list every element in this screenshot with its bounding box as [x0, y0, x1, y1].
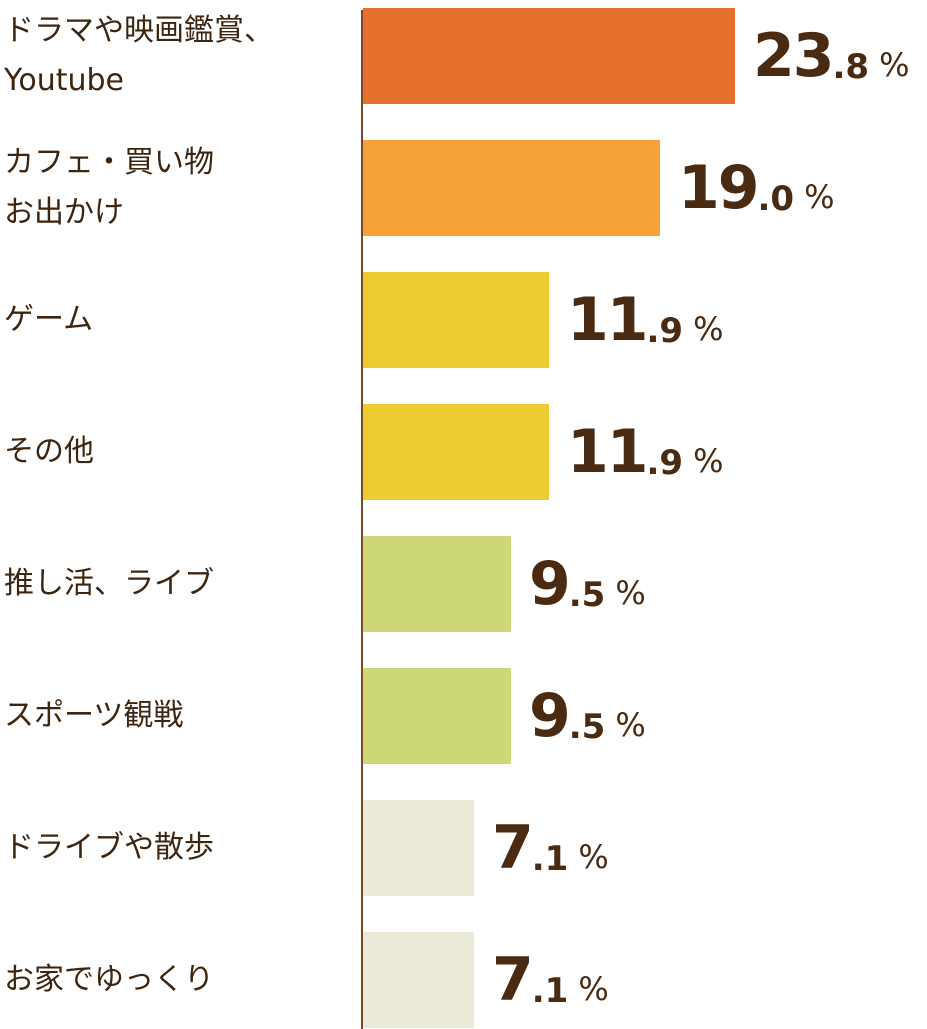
bar: [363, 8, 735, 104]
category-label: お家でゆっくり: [4, 962, 214, 997]
value-integer: 23: [753, 21, 834, 91]
value-unit: %: [804, 178, 835, 216]
value-integer: 9: [529, 549, 571, 619]
value-decimal: .9: [646, 443, 684, 483]
value-label: 7.1%: [492, 932, 609, 1028]
category-label: カフェ・買い物 お出かけ: [4, 145, 214, 230]
value-label: 9.5%: [529, 668, 646, 764]
value-unit: %: [693, 442, 724, 480]
value-decimal: .1: [531, 971, 569, 1011]
chart-row: その他 11.9%: [0, 404, 927, 500]
value-integer: 11: [567, 417, 648, 487]
value-unit: %: [578, 838, 609, 876]
value-label: 11.9%: [567, 404, 723, 500]
category-label: 推し活、ライブ: [4, 566, 214, 601]
chart-row: ドライブや散歩 7.1%: [0, 800, 927, 896]
chart-row: カフェ・買い物 お出かけ 19.0%: [0, 140, 927, 236]
value-decimal: .5: [568, 707, 606, 747]
bar: [363, 800, 474, 896]
value-label: 11.9%: [567, 272, 723, 368]
value-integer: 11: [567, 285, 648, 355]
chart-row: ゲーム 11.9%: [0, 272, 927, 368]
category-label: スポーツ観戦: [4, 698, 184, 733]
value-label: 23.8%: [753, 8, 909, 104]
value-integer: 7: [492, 813, 534, 883]
category-label: ドラマや映画鑑賞、 Youtube: [4, 13, 274, 98]
category-label: ゲーム: [4, 302, 94, 337]
value-unit: %: [615, 574, 646, 612]
value-decimal: .5: [568, 575, 606, 615]
value-unit: %: [879, 46, 910, 84]
bar: [363, 140, 660, 236]
value-integer: 9: [529, 681, 571, 751]
value-decimal: .9: [646, 311, 684, 351]
value-decimal: .1: [531, 839, 569, 879]
category-label: ドライブや散歩: [4, 830, 214, 865]
value-decimal: .0: [757, 179, 795, 219]
chart-row: スポーツ観戦 9.5%: [0, 668, 927, 764]
chart-row: お家でゆっくり 7.1%: [0, 932, 927, 1028]
bar: [363, 404, 549, 500]
value-unit: %: [693, 310, 724, 348]
value-label: 7.1%: [492, 800, 609, 896]
value-label: 9.5%: [529, 536, 646, 632]
value-unit: %: [615, 706, 646, 744]
bar: [363, 272, 549, 368]
category-label: その他: [4, 434, 94, 469]
value-integer: 19: [678, 153, 759, 223]
value-label: 19.0%: [678, 140, 834, 236]
bar: [363, 668, 511, 764]
category-axis-line: [361, 10, 363, 1029]
value-unit: %: [578, 970, 609, 1008]
bar: [363, 932, 474, 1028]
chart-row: 推し活、ライブ 9.5%: [0, 536, 927, 632]
value-decimal: .8: [832, 47, 870, 87]
bar: [363, 536, 511, 632]
value-integer: 7: [492, 945, 534, 1015]
chart-row: ドラマや映画鑑賞、 Youtube 23.8%: [0, 8, 927, 104]
